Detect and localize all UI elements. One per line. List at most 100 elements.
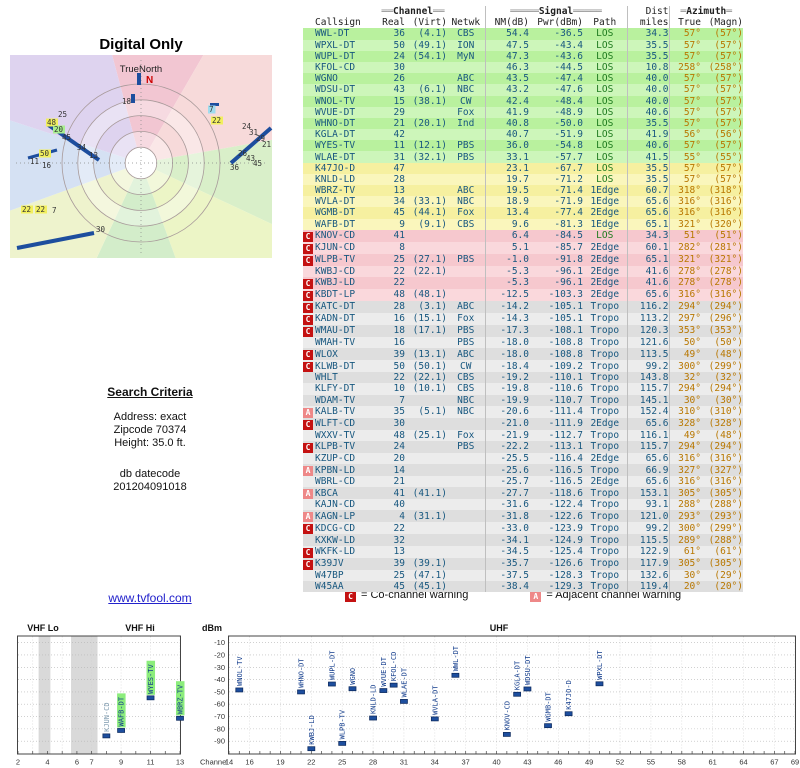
cell-azimuth-true: 57° — [668, 73, 701, 85]
cell-path: Tropo — [590, 487, 620, 499]
cell-warning — [303, 185, 315, 196]
polar-plot-title: Digital Only — [99, 36, 183, 53]
station-signal-marker — [523, 686, 532, 692]
x-tick-label: 61 — [709, 758, 717, 767]
cell-azimuth-true: 55° — [668, 151, 701, 163]
x-tick-label: 16 — [245, 758, 253, 767]
cell-real-channel: 16 — [393, 313, 405, 325]
cell-noise-margin: -34.5 — [484, 545, 529, 558]
station-row: WPXL-DT 50 (49.1) ION 47.5 -43.4 LOS 35.5 57° (57… — [303, 39, 743, 51]
cell-power: -71.4 — [554, 185, 583, 197]
cell-noise-margin: 5.1 — [484, 241, 529, 254]
cell-noise-margin: 42.4 — [484, 95, 529, 107]
cell-noise-margin: -31.6 — [484, 499, 529, 511]
cell-power: -57.7 — [554, 151, 583, 163]
cell-network — [447, 242, 485, 254]
cell-callsign: KLWB-DT — [315, 360, 356, 372]
cell-virtual-channel — [405, 534, 447, 545]
channel-label-highlight — [39, 149, 51, 158]
cell-virtual-channel — [405, 337, 447, 348]
x-tick-label: 31 — [400, 758, 408, 767]
tvfool-link[interactable]: www.tvfool.com — [108, 591, 192, 605]
cell-network — [447, 266, 485, 277]
cell-path: Tropo — [590, 534, 620, 546]
cell-power: -47.6 — [554, 84, 583, 96]
x-tick-label: 2 — [16, 758, 20, 767]
cell-azimuth-magnetic: (281°) — [708, 242, 743, 254]
station-row: WAFB-DT 9 (9.1) CBS 9.6 -81.3 1Edge 65.1 321° (32… — [303, 218, 743, 230]
cell-warning — [303, 430, 315, 441]
cell-azimuth-true: 294° — [668, 300, 701, 313]
cell-real-channel: 30 — [393, 418, 405, 430]
cell-azimuth-true: 57° — [668, 173, 701, 185]
cell-power: -54.8 — [554, 140, 583, 152]
cell-virtual-channel: (54.1) — [412, 50, 447, 62]
cell-azimuth-true: 57° — [668, 117, 701, 130]
channel-label: 45 — [253, 159, 262, 168]
cell-azimuth-magnetic: (57°) — [714, 140, 743, 152]
cell-azimuth-magnetic: (321°) — [708, 254, 743, 266]
station-label: KNLD-LD — [370, 685, 378, 715]
cell-real-channel: 39 — [393, 348, 405, 360]
cell-path: 2Edge — [590, 242, 620, 254]
cell-miles: 65.6 — [626, 476, 669, 488]
co-channel-warning-icon: C — [345, 591, 356, 602]
cell-network — [447, 499, 485, 510]
cell-azimuth-true: 57° — [668, 106, 701, 118]
station-label: WAFB-DT — [117, 693, 126, 728]
channel-label: 22 — [22, 205, 31, 214]
cell-azimuth-magnetic: (294°) — [708, 383, 743, 395]
cell-virtual-channel: (45.1) — [412, 580, 447, 592]
cell-callsign: WLAE-DT — [315, 151, 356, 163]
cell-azimuth-true: 282° — [668, 241, 701, 254]
cell-noise-margin: 19.7 — [484, 173, 529, 185]
svg-text:WBRZ-TV: WBRZ-TV — [177, 684, 185, 714]
cell-miles: 65.6 — [626, 288, 669, 301]
cell-network: CBS — [457, 28, 475, 40]
y-axis-title: dBm — [202, 623, 222, 633]
cell-azimuth-true: 30° — [668, 394, 701, 406]
cell-noise-margin: 23.1 — [484, 162, 529, 174]
col-header-true: True — [668, 17, 701, 29]
co-channel-warning-icon: C — [303, 314, 313, 325]
cell-azimuth-magnetic: (48°) — [714, 429, 743, 441]
station-signal-marker — [235, 687, 244, 693]
cell-azimuth-true: 316° — [668, 452, 701, 465]
cell-warning: C — [303, 313, 315, 325]
cell-power: -128.3 — [548, 569, 583, 581]
cell-azimuth-true: 297° — [668, 312, 701, 325]
cell-azimuth-true: 327° — [668, 464, 701, 477]
cell-path: LOS — [596, 39, 614, 51]
cell-azimuth-true: 278° — [668, 265, 701, 277]
cell-real-channel: 25 — [393, 569, 405, 581]
cell-azimuth-magnetic: (57°) — [714, 73, 743, 85]
cell-path: Tropo — [590, 429, 620, 441]
cell-noise-margin: -37.5 — [484, 569, 529, 581]
cell-warning — [303, 534, 315, 545]
cell-azimuth-magnetic: (316°) — [708, 196, 743, 208]
cell-noise-margin: 41.9 — [484, 106, 529, 118]
cell-real-channel: 4 — [399, 510, 405, 522]
cell-warning: C — [303, 301, 315, 313]
cell-miles: 99.2 — [626, 522, 669, 535]
cell-power: -110.1 — [548, 372, 583, 384]
channel-label-highlight — [208, 105, 216, 114]
compass-sector — [141, 55, 272, 163]
cell-callsign: WGMB-DT — [315, 207, 356, 219]
group-header-signal: ═════Signal═════ — [484, 6, 627, 18]
cell-azimuth-magnetic: (57°) — [714, 117, 743, 129]
signal-tick — [210, 103, 219, 106]
y-tick-label: -30 — [214, 663, 225, 672]
cell-warning: A — [303, 487, 315, 500]
station-row: WVUE-DT 29 Fox 41.9 -48.9 LOS 40.6 57° (57°) — [303, 106, 743, 118]
cell-azimuth-magnetic: (258°) — [708, 62, 743, 74]
cell-callsign: WPXL-DT — [315, 39, 356, 51]
cell-noise-margin: -19.2 — [484, 372, 529, 384]
cell-path: 1Edge — [590, 218, 620, 230]
cell-warning — [303, 383, 315, 394]
x-tick-label: 67 — [770, 758, 778, 767]
cell-azimuth-magnetic: (29°) — [714, 569, 743, 581]
station-label: WHNO-DT — [298, 658, 306, 688]
cell-warning — [303, 118, 315, 129]
